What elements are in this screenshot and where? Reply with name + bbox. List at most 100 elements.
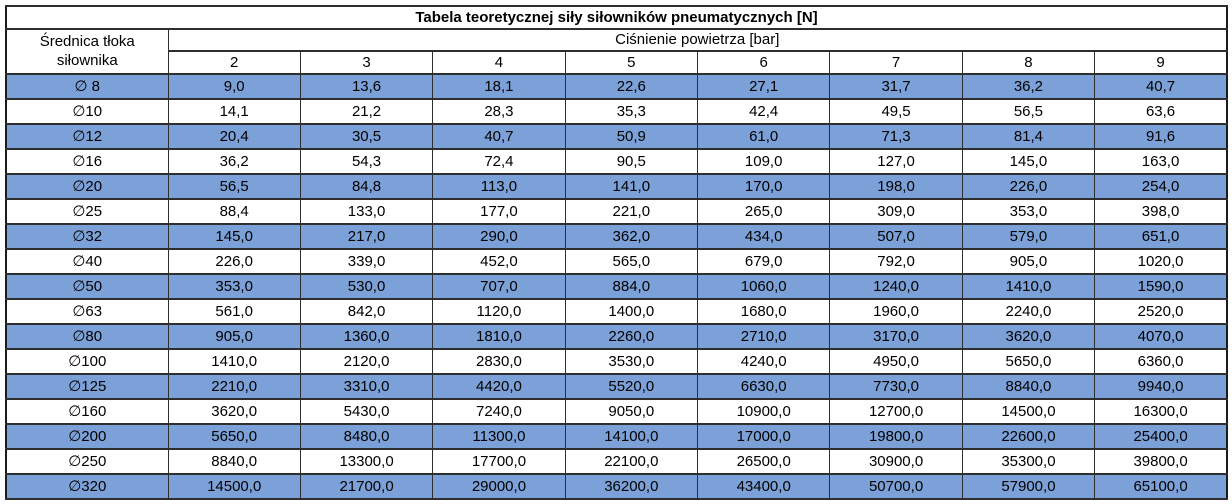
force-value-cell: 707,0	[432, 273, 566, 300]
force-value-cell: 35,3	[564, 98, 699, 125]
force-value-cell: 90,5	[564, 148, 699, 175]
force-value-cell: 27,1	[696, 73, 831, 100]
force-value-cell: 91,6	[1094, 123, 1228, 150]
force-value-cell: 71,3	[829, 123, 963, 150]
force-value-cell: 109,0	[696, 148, 831, 175]
diameter-cell: ∅125	[5, 373, 169, 400]
force-value-cell: 65100,0	[1094, 473, 1228, 500]
force-value-cell: 145,0	[961, 148, 1096, 175]
force-value-cell: 3620,0	[961, 323, 1096, 350]
force-value-cell: 54,3	[299, 148, 434, 175]
force-value-cell: 1360,0	[299, 323, 434, 350]
force-value-cell: 4420,0	[432, 373, 566, 400]
diameter-cell: ∅10	[5, 98, 169, 125]
pressure-column-header: 7	[829, 50, 963, 75]
force-value-cell: 26500,0	[696, 448, 831, 475]
table-body: ∅ 8 9,0 13,6 18,1 22,6 27,1 31,7 36,2 40,7 ∅10 14,…	[5, 73, 1228, 500]
force-value-cell: 507,0	[829, 223, 963, 250]
force-value-cell: 3530,0	[564, 348, 699, 375]
column-group-label: Ciśnienie powietrza [bar]	[167, 28, 1228, 52]
force-value-cell: 56,5	[961, 98, 1096, 125]
pressure-column-header: 3	[299, 50, 434, 75]
force-value-cell: 2210,0	[167, 373, 301, 400]
force-value-cell: 5430,0	[299, 398, 434, 425]
force-value-cell: 565,0	[564, 248, 699, 275]
force-value-cell: 8480,0	[299, 423, 434, 450]
force-value-cell: 35300,0	[961, 448, 1096, 475]
force-value-cell: 1680,0	[696, 298, 831, 325]
force-value-cell: 31,7	[829, 73, 963, 100]
force-value-cell: 22600,0	[961, 423, 1096, 450]
table-row: ∅40 226,0 339,0 452,0 565,0 679,0 792,0 905,0 10…	[5, 248, 1228, 275]
force-value-cell: 127,0	[829, 148, 963, 175]
force-value-cell: 265,0	[696, 198, 831, 225]
diameter-cell: ∅16	[5, 148, 169, 175]
force-value-cell: 651,0	[1094, 223, 1228, 250]
force-value-cell: 10900,0	[696, 398, 831, 425]
diameter-cell: ∅160	[5, 398, 169, 425]
force-value-cell: 4950,0	[829, 348, 963, 375]
diameter-cell: ∅80	[5, 323, 169, 350]
force-value-cell: 170,0	[696, 173, 831, 200]
force-value-cell: 30,5	[299, 123, 434, 150]
force-value-cell: 18,1	[432, 73, 566, 100]
diameter-cell: ∅63	[5, 298, 169, 325]
table-row: ∅16 36,2 54,3 72,4 90,5 109,0 127,0 145,0 163,0	[5, 148, 1228, 175]
table-row: ∅250 8840,0 13300,0 17700,0 22100,0 26500,0 30…	[5, 448, 1228, 475]
pressure-column-header: 5	[564, 50, 699, 75]
force-value-cell: 1410,0	[961, 273, 1096, 300]
table-row: ∅12 20,4 30,5 40,7 50,9 61,0 71,3 81,4 91,6	[5, 123, 1228, 150]
table-row: ∅63 561,0 842,0 1120,0 1400,0 1680,0 1960,0 224…	[5, 298, 1228, 325]
force-value-cell: 579,0	[961, 223, 1096, 250]
force-value-cell: 2260,0	[564, 323, 699, 350]
force-value-cell: 14,1	[167, 98, 301, 125]
force-value-cell: 8840,0	[167, 448, 301, 475]
force-value-cell: 11300,0	[432, 423, 566, 450]
force-value-cell: 6630,0	[696, 373, 831, 400]
force-value-cell: 22,6	[564, 73, 699, 100]
force-value-cell: 434,0	[696, 223, 831, 250]
diameter-cell: ∅320	[5, 473, 169, 500]
force-value-cell: 561,0	[167, 298, 301, 325]
pneumatic-force-table: Tabela teoretycznej siły siłowników pneu…	[5, 5, 1228, 500]
header-group-row: Średnica tłoka siłownika Ciśnienie powie…	[5, 28, 1228, 75]
force-value-cell: 353,0	[961, 198, 1096, 225]
force-value-cell: 42,4	[696, 98, 831, 125]
force-value-cell: 198,0	[829, 173, 963, 200]
force-value-cell: 5650,0	[961, 348, 1096, 375]
force-value-cell: 1400,0	[564, 298, 699, 325]
force-value-cell: 61,0	[696, 123, 831, 150]
force-value-cell: 29000,0	[432, 473, 566, 500]
table-row: ∅80 905,0 1360,0 1810,0 2260,0 2710,0 3170,0 36…	[5, 323, 1228, 350]
force-value-cell: 1410,0	[167, 348, 301, 375]
force-value-cell: 398,0	[1094, 198, 1228, 225]
table-row: ∅200 5650,0 8480,0 11300,0 14100,0 17000,0 198…	[5, 423, 1228, 450]
force-value-cell: 842,0	[299, 298, 434, 325]
force-value-cell: 84,8	[299, 173, 434, 200]
force-value-cell: 1590,0	[1094, 273, 1228, 300]
force-value-cell: 49,5	[829, 98, 963, 125]
force-value-cell: 353,0	[167, 273, 301, 300]
force-value-cell: 221,0	[564, 198, 699, 225]
force-value-cell: 17700,0	[432, 448, 566, 475]
force-value-cell: 22100,0	[564, 448, 699, 475]
force-value-cell: 133,0	[299, 198, 434, 225]
table-row: ∅100 1410,0 2120,0 2830,0 3530,0 4240,0 4950,0…	[5, 348, 1228, 375]
diameter-cell: ∅40	[5, 248, 169, 275]
pressure-column-header: 9	[1094, 50, 1228, 75]
table-row: ∅10 14,1 21,2 28,3 35,3 42,4 49,5 56,5 63,6	[5, 98, 1228, 125]
force-value-cell: 452,0	[432, 248, 566, 275]
force-value-cell: 30900,0	[829, 448, 963, 475]
force-value-cell: 20,4	[167, 123, 301, 150]
force-value-cell: 290,0	[432, 223, 566, 250]
force-value-cell: 1020,0	[1094, 248, 1228, 275]
force-value-cell: 3170,0	[829, 323, 963, 350]
force-value-cell: 14500,0	[961, 398, 1096, 425]
force-value-cell: 2830,0	[432, 348, 566, 375]
diameter-cell: ∅250	[5, 448, 169, 475]
force-value-cell: 50700,0	[829, 473, 963, 500]
force-value-cell: 21,2	[299, 98, 434, 125]
force-value-cell: 1240,0	[829, 273, 963, 300]
force-value-cell: 17000,0	[696, 423, 831, 450]
force-value-cell: 72,4	[432, 148, 566, 175]
